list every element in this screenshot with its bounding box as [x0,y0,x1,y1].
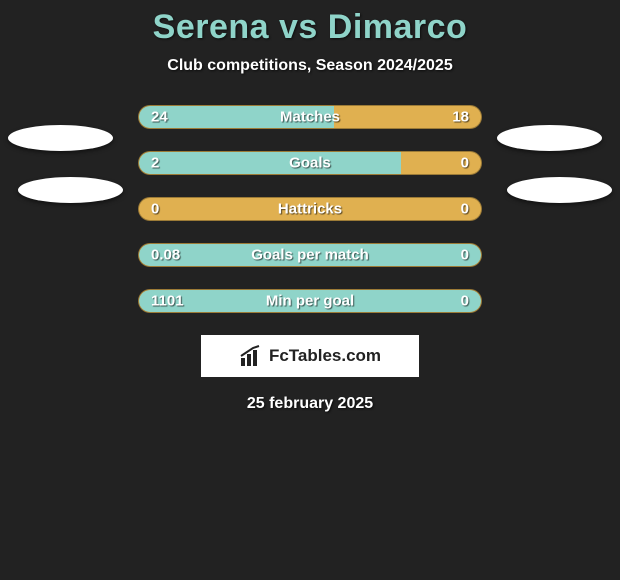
logo-text: FcTables.com [269,346,381,366]
stat-row-goals-per-match: 0.08 0 Goals per match [0,243,620,267]
stat-right-value: 0 [461,293,469,310]
stat-bar-left-fill [139,152,401,174]
player-right-photo-1 [497,125,602,151]
stat-right-value: 0 [461,201,469,218]
stat-label: Goals [289,155,331,172]
stat-bar-track: 2 0 Goals [138,151,482,175]
player-right-photo-2 [507,177,612,203]
widget-container: Serena vs Dimarco Club competitions, Sea… [0,0,620,413]
stat-left-value: 24 [151,109,168,126]
stat-right-value: 0 [461,247,469,264]
date-text: 25 february 2025 [0,395,620,413]
stat-right-value: 0 [461,155,469,172]
stat-left-value: 0 [151,201,159,218]
stat-label: Matches [280,109,340,126]
stat-label: Min per goal [266,293,354,310]
player-left-photo-1 [8,125,113,151]
stat-bar-track: 24 18 Matches [138,105,482,129]
stat-label: Goals per match [251,247,369,264]
player-left-photo-2 [18,177,123,203]
stat-row-min-per-goal: 1101 0 Min per goal [0,289,620,313]
stat-left-value: 0.08 [151,247,180,264]
page-title: Serena vs Dimarco [0,8,620,47]
stat-row-goals: 2 0 Goals [0,151,620,175]
stat-left-value: 2 [151,155,159,172]
chart-icon [239,344,263,368]
stat-label: Hattricks [278,201,342,218]
subtitle: Club competitions, Season 2024/2025 [0,57,620,75]
logo-box[interactable]: FcTables.com [201,335,419,377]
stat-right-value: 18 [452,109,469,126]
stat-left-value: 1101 [151,293,184,310]
stat-bar-track: 0.08 0 Goals per match [138,243,482,267]
stat-bar-track: 0 0 Hattricks [138,197,482,221]
stat-bar-track: 1101 0 Min per goal [138,289,482,313]
